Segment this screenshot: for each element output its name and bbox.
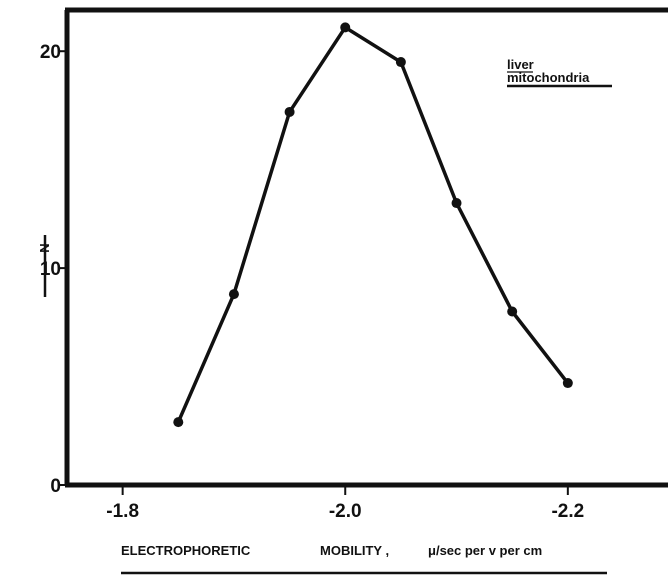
y-tick-label-1: 10 <box>40 259 61 280</box>
y-tick-label-2: 20 <box>40 42 61 63</box>
series-line-0 <box>176 25 570 423</box>
data-point-1 <box>228 289 239 300</box>
x-axis-label-part-2: MOBILITY , <box>320 543 389 558</box>
y-axis-label: N <box>37 235 52 297</box>
x-axis-label: ELECTROPHORETIC MOBILITY , μ/sec per v p… <box>121 543 607 575</box>
ticks-layer: -1.8 -2.0 -2.2 0 10 20 <box>40 42 584 522</box>
x-tick-label-2: -2.2 <box>551 501 584 522</box>
series-layer <box>173 22 573 428</box>
legend-line-2: mitochondria <box>507 70 590 85</box>
data-point-2 <box>284 106 295 117</box>
legend: liver mitochondria <box>507 57 612 88</box>
data-point-6 <box>507 306 518 317</box>
x-tick-label-0: -1.8 <box>106 501 139 522</box>
data-point-3 <box>340 22 351 33</box>
x-axis-label-part-3: μ/sec per v per cm <box>428 543 542 558</box>
legend-line-1: liver <box>507 57 534 72</box>
x-axis-label-part-1: ELECTROPHORETIC <box>121 543 251 558</box>
y-tick-label-0: 0 <box>50 476 61 497</box>
x-tick-label-1: -2.0 <box>329 501 362 522</box>
data-point-4 <box>395 57 406 68</box>
data-point-5 <box>451 198 462 209</box>
data-point-7 <box>562 378 573 389</box>
data-point-0 <box>173 417 184 428</box>
